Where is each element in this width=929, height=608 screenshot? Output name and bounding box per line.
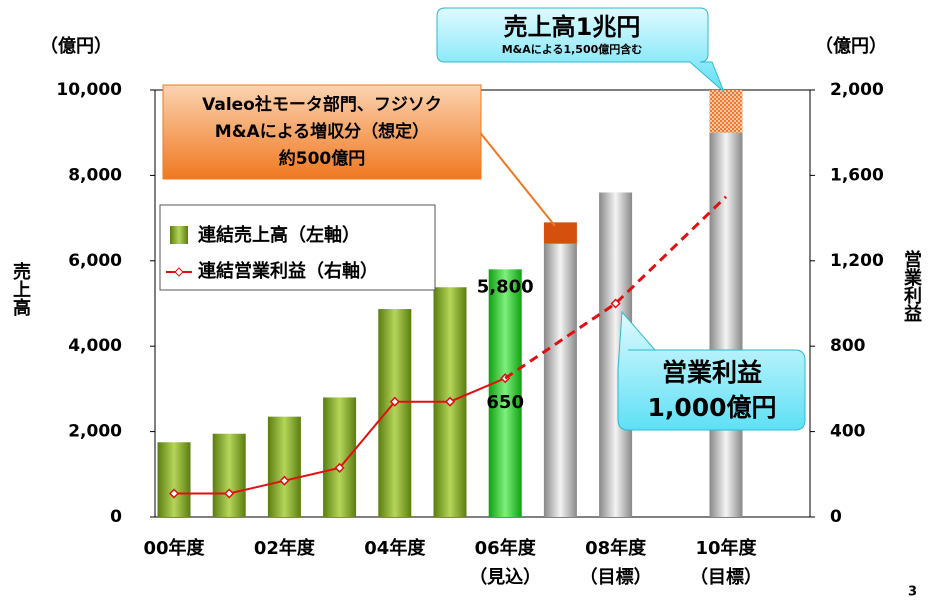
x-tick-label: 06年度 (475, 537, 537, 559)
y-tick-label: 4,000 (68, 336, 122, 356)
line-marker (444, 396, 456, 407)
y-tick-label: 6,000 (68, 251, 122, 271)
y2-label: 営業利益 (901, 249, 923, 322)
data-label: 5,800 (477, 276, 534, 297)
bar (212, 433, 246, 517)
bar (267, 416, 301, 517)
legend-box (159, 204, 436, 291)
page-number: 3 (908, 585, 917, 600)
bar (157, 442, 191, 517)
x-tick-note: （目標） (690, 566, 762, 588)
x-tick-label: 00年度 (143, 537, 205, 559)
y-tick-label: 0 (110, 507, 122, 527)
y-tick-label: 2,000 (68, 422, 122, 442)
y2-tick-label: 0 (830, 507, 842, 527)
line-marker (279, 475, 290, 486)
y2-tick-label: 400 (830, 422, 866, 442)
callout-text: M&Aによる増収分（想定） (215, 121, 429, 142)
x-tick-label: 08年度 (585, 537, 647, 559)
x-tick-label: 10年度 (695, 537, 757, 559)
line-marker (389, 396, 400, 407)
bar-segment (543, 222, 577, 244)
x-tick-label: 04年度 (364, 537, 426, 559)
callout-note: M&Aによる1,500億円含む (502, 42, 643, 56)
line-marker (334, 462, 345, 473)
y2-tick-label: 1,600 (830, 165, 884, 185)
bar (323, 397, 357, 517)
legend-label: 連結営業利益（右軸） (198, 260, 378, 282)
callout-text: Valeo社モータ部門、フジソク (202, 94, 442, 115)
callout-text: 約500億円 (279, 148, 366, 169)
callout-box (162, 84, 482, 180)
y-unit: （億円） (40, 35, 112, 57)
legend-swatch (170, 226, 188, 244)
y2-tick-label: 2,000 (830, 80, 884, 100)
callout-title: 売上高1兆円 (504, 13, 641, 41)
line-marker (168, 488, 180, 499)
legend-swatch (174, 267, 184, 277)
line-marker (224, 488, 235, 499)
y2-tick-label: 800 (830, 336, 866, 356)
legend-label: 連結売上高（左軸） (198, 224, 360, 246)
data-label: 650 (486, 392, 524, 413)
bar-segment (709, 90, 743, 133)
x-tick-note: （見込） (469, 567, 541, 588)
x-tick-label: 02年度 (254, 537, 316, 559)
line-marker (610, 298, 621, 309)
bar (488, 269, 522, 517)
bar (709, 132, 743, 517)
callout-text: 営業利益 (662, 358, 762, 387)
y-tick-label: 10,000 (56, 80, 122, 100)
x-tick-note: （目標） (580, 566, 652, 588)
bar (543, 243, 577, 517)
y2-tick-label: 1,200 (830, 251, 884, 271)
callout-text: 1,000億円 (647, 393, 776, 422)
bar (378, 309, 412, 517)
y2-unit: （億円） (815, 35, 887, 57)
callout-pointer (469, 119, 556, 227)
y-label: 売上高 (10, 261, 31, 317)
y-tick-label: 8,000 (68, 165, 122, 185)
callout-bubble (436, 7, 725, 93)
callout-bubble (617, 310, 806, 431)
